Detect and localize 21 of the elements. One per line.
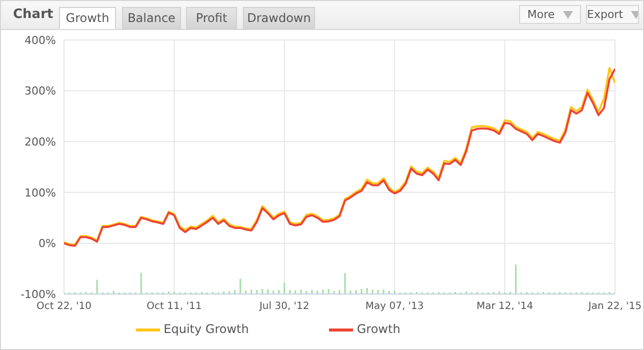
text: More [527,8,555,21]
text: Drawdown [243,7,315,29]
legend-label: Equity Growth [164,322,249,336]
x-tick-label: Oct 22, '10 [36,301,92,312]
y-tick-label: 200% [24,136,56,149]
text: Growth [59,7,116,29]
legend-label: Growth [356,322,400,336]
x-tick-label: Oct 11, '11 [146,301,202,312]
x-tick-label: Mar 12, '14 [476,301,534,312]
y-tick-label: 300% [24,84,56,98]
y-tick-label: 400% [24,34,56,47]
chart-title: Chart [13,7,54,22]
text: Export [587,8,624,21]
x-tick-label: Jul 30, '12 [258,301,310,312]
y-tick-label: -100% [20,288,56,301]
x-tick-label: Jan 22, '15 [587,301,642,312]
text: Balance [122,7,181,29]
y-tick-label: 0% [38,237,56,250]
x-tick-label: May 07, '13 [365,301,424,312]
y-tick-label: 100% [24,186,56,200]
text: Profit [186,7,237,29]
